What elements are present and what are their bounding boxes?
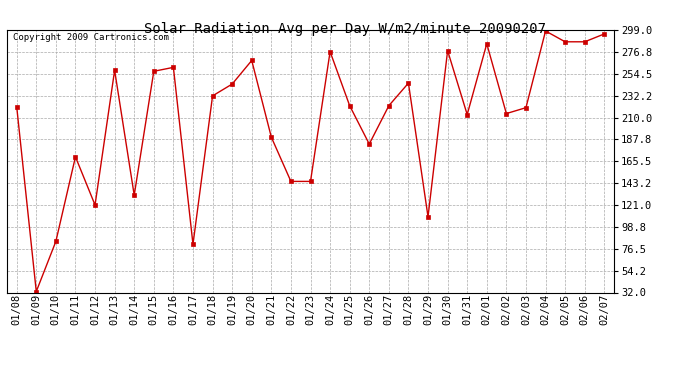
Text: Copyright 2009 Cartronics.com: Copyright 2009 Cartronics.com bbox=[13, 33, 169, 42]
Text: Solar Radiation Avg per Day W/m2/minute 20090207: Solar Radiation Avg per Day W/m2/minute … bbox=[144, 22, 546, 36]
